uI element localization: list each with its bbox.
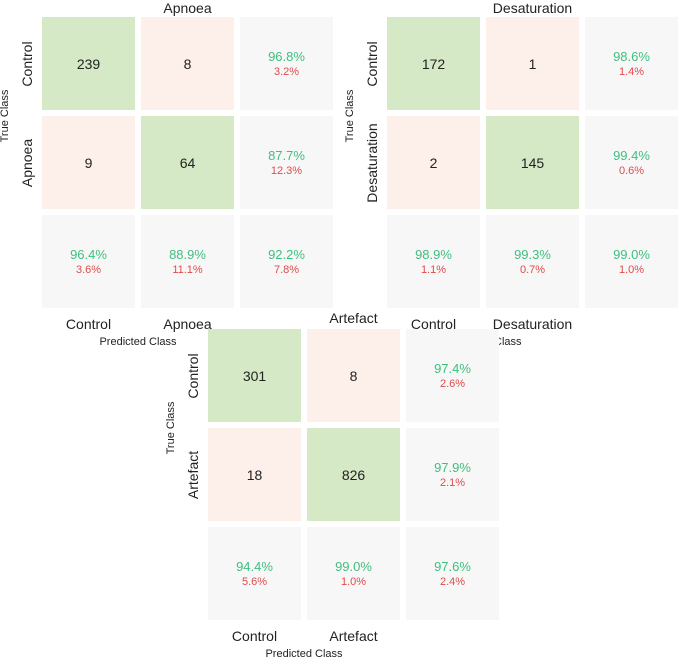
error-percent: 1.4% (618, 65, 645, 78)
error-percent: 12.3% (270, 164, 303, 177)
row-label: Desaturation (364, 122, 380, 203)
error-percent: 1.0% (340, 575, 367, 588)
row-label: Apnoea (19, 138, 35, 187)
cell-count: 301 (242, 367, 267, 384)
error-percent: 7.8% (273, 263, 300, 276)
matrix-cell-r0-c0: 172 (387, 17, 480, 110)
accuracy-percent: 99.0% (335, 558, 372, 574)
cell-count: 64 (179, 154, 196, 171)
error-percent: 0.6% (618, 164, 645, 177)
row-label: Artefact (185, 450, 201, 499)
error-percent: 2.1% (439, 476, 466, 489)
accuracy-percent: 98.9% (415, 246, 452, 262)
error-percent: 2.4% (439, 575, 466, 588)
cell-count: 239 (76, 55, 101, 72)
matrix-cell-r2-c1: 99.0% 1.0% (307, 527, 400, 620)
column-label: Apnoea (163, 316, 212, 332)
column-label: Desaturation (492, 316, 573, 332)
row-label: Control (185, 352, 201, 399)
accuracy-percent: 97.4% (434, 360, 471, 376)
matrix-cell-r2-c1: 99.3% 0.7% (486, 215, 579, 308)
matrix-cell-r1-c0: 18 (208, 428, 301, 521)
accuracy-percent: 87.7% (268, 147, 305, 163)
column-label: Artefact (329, 628, 378, 644)
matrix-cell-r2-c1: 88.9% 11.1% (141, 215, 234, 308)
matrix-cell-r2-c2: 92.2% 7.8% (240, 215, 333, 308)
cell-count: 8 (183, 55, 192, 72)
error-percent: 1.0% (618, 263, 645, 276)
matrix-cell-r0-c0: 239 (42, 17, 135, 110)
matrix-cell-r1-c0: 9 (42, 116, 135, 209)
row-label: Control (364, 40, 380, 87)
error-percent: 0.7% (519, 263, 546, 276)
column-label: Control (65, 316, 112, 332)
accuracy-percent: 98.6% (613, 48, 650, 64)
cell-count: 172 (421, 55, 446, 72)
cell-count: 8 (349, 367, 358, 384)
accuracy-percent: 94.4% (236, 558, 273, 574)
column-label: Control (231, 628, 278, 644)
matrix-cell-r0-c1: 8 (307, 329, 400, 422)
cell-count: 2 (429, 154, 438, 171)
accuracy-percent: 97.9% (434, 459, 471, 475)
matrix-cell-r1-c0: 2 (387, 116, 480, 209)
x-axis-title: Predicted Class (99, 336, 177, 348)
column-label: Control (410, 316, 457, 332)
matrix-cell-r0-c1: 8 (141, 17, 234, 110)
matrix-cell-r1-c2: 97.9% 2.1% (406, 428, 499, 521)
y-axis-title: True Class (344, 89, 356, 143)
cell-count: 18 (246, 466, 263, 483)
accuracy-percent: 99.3% (514, 246, 551, 262)
x-axis-title: Predicted Class (265, 648, 343, 660)
matrix-cell-r1-c1: 145 (486, 116, 579, 209)
matrix-cell-r1-c2: 99.4% 0.6% (585, 116, 678, 209)
cell-count: 145 (520, 154, 545, 171)
chart-title: Artefact (329, 310, 378, 326)
matrix-cell-r2-c0: 96.4% 3.6% (42, 215, 135, 308)
matrix-cell-r0-c2: 96.8% 3.2% (240, 17, 333, 110)
cell-count: 9 (84, 154, 93, 171)
error-percent: 3.2% (273, 65, 300, 78)
matrix-cell-r2-c2: 99.0% 1.0% (585, 215, 678, 308)
error-percent: 11.1% (172, 263, 203, 276)
matrix-cell-r1-c1: 64 (141, 116, 234, 209)
accuracy-percent: 88.9% (169, 246, 206, 262)
matrix-cell-r1-c2: 87.7% 12.3% (240, 116, 333, 209)
chart-title: Apnoea (163, 0, 212, 16)
error-percent: 3.6% (75, 263, 102, 276)
accuracy-percent: 92.2% (268, 246, 305, 262)
matrix-cell-r0-c2: 97.4% 2.6% (406, 329, 499, 422)
matrix-cell-r0-c2: 98.6% 1.4% (585, 17, 678, 110)
accuracy-percent: 96.8% (268, 48, 305, 64)
matrix-cell-r1-c1: 826 (307, 428, 400, 521)
cell-count: 826 (341, 466, 366, 483)
error-percent: 1.1% (420, 263, 447, 276)
matrix-cell-r2-c2: 97.6% 2.4% (406, 527, 499, 620)
error-percent: 2.6% (439, 377, 466, 390)
y-axis-title: True Class (0, 89, 11, 143)
cell-count: 1 (528, 55, 537, 72)
matrix-cell-r0-c0: 301 (208, 329, 301, 422)
row-label: Control (19, 40, 35, 87)
accuracy-percent: 99.0% (613, 246, 650, 262)
y-axis-title: True Class (165, 401, 177, 455)
accuracy-percent: 97.6% (434, 558, 471, 574)
matrix-cell-r2-c0: 98.9% 1.1% (387, 215, 480, 308)
accuracy-percent: 99.4% (613, 147, 650, 163)
matrix-cell-r0-c1: 1 (486, 17, 579, 110)
chart-title: Desaturation (492, 0, 573, 16)
error-percent: 5.6% (241, 575, 268, 588)
accuracy-percent: 96.4% (70, 246, 107, 262)
matrix-cell-r2-c0: 94.4% 5.6% (208, 527, 301, 620)
